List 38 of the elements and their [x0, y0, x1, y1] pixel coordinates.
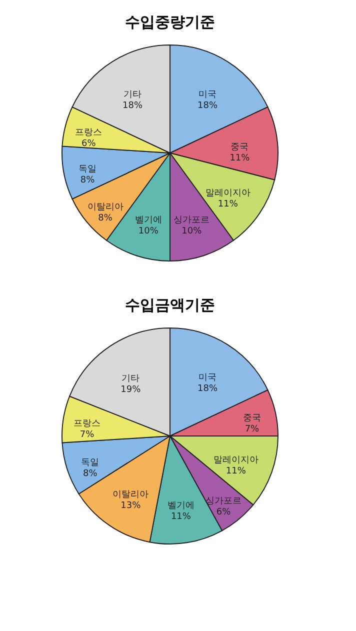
chart-title: 수입중량기준 — [125, 13, 215, 31]
slice-label: 프랑스 — [75, 128, 102, 138]
data-label: 8% — [82, 468, 98, 479]
data-label: 18% — [122, 100, 143, 111]
data-label: 11% — [226, 466, 246, 477]
slice-label: 기타 — [122, 374, 140, 384]
data-label: 11% — [218, 199, 238, 210]
slice-label: 싱가포르 — [174, 216, 210, 226]
data-label: 10% — [182, 226, 202, 237]
slice-label: 이탈리아 — [112, 490, 149, 500]
slice-label: 독일 — [81, 458, 100, 468]
slice-label: 말레이지아 — [205, 188, 250, 198]
data-label: 11% — [230, 153, 250, 164]
data-label: 8% — [98, 214, 113, 224]
slice-label: 미국 — [198, 90, 217, 100]
data-label: 8% — [80, 176, 96, 186]
data-label: 19% — [120, 385, 142, 396]
data-label: 7% — [244, 424, 260, 435]
data-label: 10% — [138, 226, 159, 237]
slice-label: 벨기에 — [134, 216, 162, 226]
data-label: 13% — [120, 500, 142, 511]
slice-label: 미국 — [198, 372, 217, 383]
slice-label: 이탈리아 — [87, 202, 124, 213]
slice-label: 싱가포르 — [206, 496, 242, 507]
data-label: 6% — [82, 139, 96, 150]
data-label: 18% — [198, 384, 218, 394]
slice-label: 말레이지아 — [213, 456, 258, 466]
data-label: 11% — [170, 512, 192, 522]
slice-label: 독일 — [78, 164, 96, 175]
slice-label: 중국 — [242, 414, 261, 424]
slice-label: 프랑스 — [74, 418, 101, 429]
slice-label: 중국 — [230, 142, 249, 152]
chart-title: 수입금액기준 — [125, 296, 215, 314]
data-label: 7% — [80, 430, 95, 440]
data-label: 6% — [216, 508, 232, 518]
slice-label: 기타 — [123, 90, 142, 100]
slice-label: 벨기에 — [167, 501, 194, 512]
data-label: 18% — [198, 100, 218, 111]
